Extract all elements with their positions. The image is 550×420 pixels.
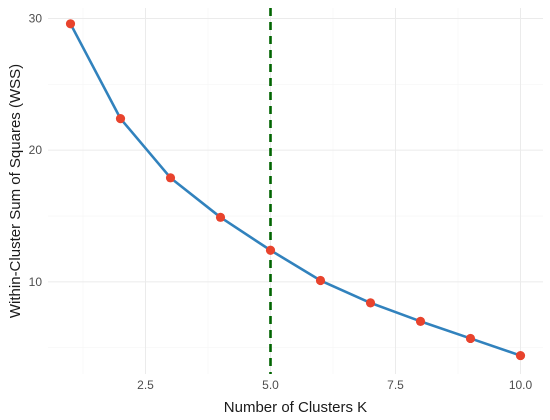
- wss-series-line: [69, 22, 522, 357]
- y-tick-label: 30: [29, 12, 43, 26]
- data-point-k6: [315, 275, 326, 286]
- data-point-k9: [465, 333, 476, 344]
- grid: [48, 8, 543, 374]
- x-tick-label: 2.5: [137, 378, 154, 392]
- x-axis-title: Number of Clusters K: [224, 399, 367, 416]
- y-tick-label: 20: [29, 143, 43, 157]
- data-point-k10: [515, 350, 526, 361]
- series-group: [65, 19, 526, 361]
- y-axis-title: Within-Cluster Sum of Squares (WSS): [7, 64, 24, 318]
- y-tick-label: 10: [29, 275, 43, 289]
- tick-labels: 2.5 5.0 7.5 10.0 10 20 30: [29, 12, 533, 392]
- x-tick-label: 5.0: [262, 378, 279, 392]
- x-tick-label: 10.0: [509, 378, 533, 392]
- data-point-k8: [415, 316, 426, 326]
- data-point-k4: [215, 212, 226, 222]
- data-point-k7: [365, 298, 376, 308]
- data-point-k1: [65, 19, 76, 29]
- data-point-k5: [265, 245, 276, 255]
- data-point-k2: [115, 113, 126, 124]
- x-tick-label: 7.5: [387, 378, 404, 392]
- data-point-k3: [165, 173, 176, 183]
